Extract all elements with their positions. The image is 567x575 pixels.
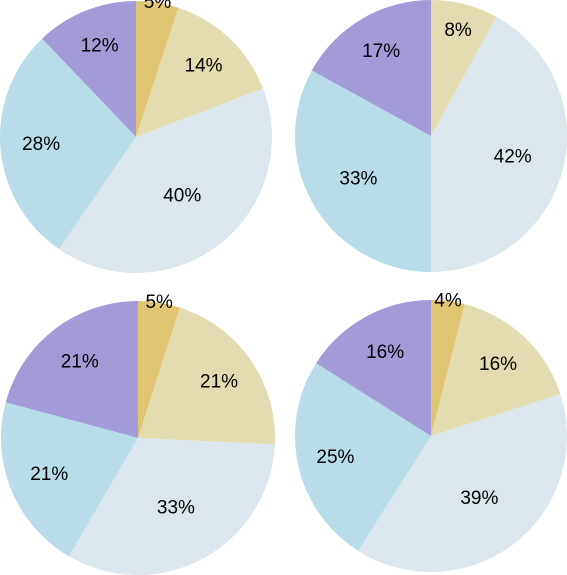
pie-3-label-5: 21% (61, 351, 99, 372)
pie-2-label-4: 17% (362, 41, 400, 62)
pie-4-slice-4 (295, 363, 431, 551)
pie-4-slice-1 (431, 300, 465, 436)
pie-3-label-3: 33% (157, 497, 195, 518)
pie-3-slice-2 (138, 307, 275, 445)
pie-4-label-3: 39% (460, 488, 498, 509)
pie-1-slice-1 (136, 1, 179, 137)
pie-4-slice-5 (316, 300, 431, 436)
pie-1-label-4: 28% (22, 134, 60, 155)
pie-1-slice-2 (136, 7, 264, 137)
pie-1-slice-4 (0, 38, 136, 250)
pie-3-label-2: 21% (200, 371, 238, 392)
pie-4: 4% 16% 39% 25% 16% (295, 291, 567, 572)
pie-2-slice-4 (311, 0, 431, 136)
pie-2-slice-1 (431, 0, 497, 136)
pie-1-label-2: 14% (185, 56, 223, 77)
pie-4-label-1: 4% (434, 291, 462, 312)
pie-4-label-5: 16% (366, 342, 404, 363)
pie-2-label-1: 8% (444, 20, 472, 41)
pie-3-slice-4 (0, 402, 138, 557)
pie-1-label-5: 12% (81, 36, 119, 57)
pie-3: 5% 21% 33% 21% 21% (0, 292, 275, 575)
pie-2-label-2: 42% (494, 146, 532, 167)
pie-3-slice-3 (68, 438, 275, 575)
pie-2: 8% 42% 33% 17% (295, 0, 567, 273)
pie-3-label-1: 5% (145, 292, 173, 313)
pie-4-label-2: 16% (479, 354, 517, 375)
pie-3-label-4: 21% (30, 464, 68, 485)
pie-1-label-1: 5% (144, 0, 172, 13)
pie-1-label-3: 40% (163, 185, 201, 206)
pie-1-slice-5 (42, 1, 136, 137)
pie-3-slice-5 (5, 301, 139, 438)
pie-4-slice-3 (358, 393, 567, 572)
pie-1: 5% 14% 40% 28% 12% (0, 0, 273, 274)
pie-2-slice-2 (431, 16, 567, 272)
pie-2-label-3: 33% (339, 168, 377, 189)
pie-4-slice-2 (431, 304, 561, 436)
pie-1-slice-3 (58, 88, 273, 274)
pie-3-slice-1 (138, 301, 180, 438)
pie-2-slice-3 (295, 70, 431, 273)
pie-4-label-4: 25% (316, 447, 354, 468)
